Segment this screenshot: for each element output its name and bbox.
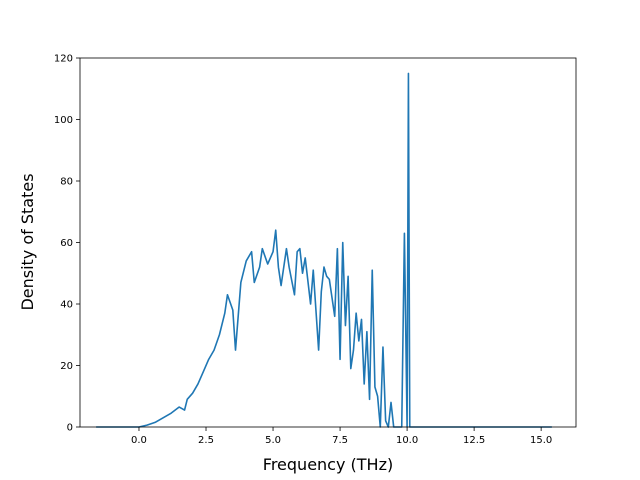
x-tick-label: 2.5 bbox=[198, 435, 214, 446]
x-tick-label: 5.0 bbox=[265, 435, 281, 446]
y-tick-label: 20 bbox=[60, 361, 73, 372]
x-axis-ticks: 0.0 2.5 5.0 7.5 10.0 12.5 15.0 bbox=[131, 427, 552, 446]
x-tick-label: 7.5 bbox=[332, 435, 348, 446]
x-tick-label: 15.0 bbox=[530, 435, 552, 446]
dos-series-line-0 bbox=[96, 72, 552, 428]
y-tick-label: 0 bbox=[67, 423, 73, 434]
x-tick-label: 0.0 bbox=[131, 435, 147, 446]
y-tick-label: 80 bbox=[60, 177, 73, 188]
y-tick-label: 60 bbox=[60, 238, 73, 249]
y-axis-label: Density of States bbox=[18, 173, 37, 310]
y-tick-label: 100 bbox=[54, 115, 73, 126]
y-tick-label: 40 bbox=[60, 300, 73, 311]
plot-lines bbox=[96, 72, 552, 428]
x-tick-label: 12.5 bbox=[463, 435, 485, 446]
y-axis-ticks: 0 20 40 60 80 100 120 bbox=[54, 54, 80, 434]
x-tick-label: 10.0 bbox=[396, 435, 418, 446]
y-tick-label: 120 bbox=[54, 54, 73, 65]
x-axis-label: Frequency (THz) bbox=[263, 455, 393, 474]
